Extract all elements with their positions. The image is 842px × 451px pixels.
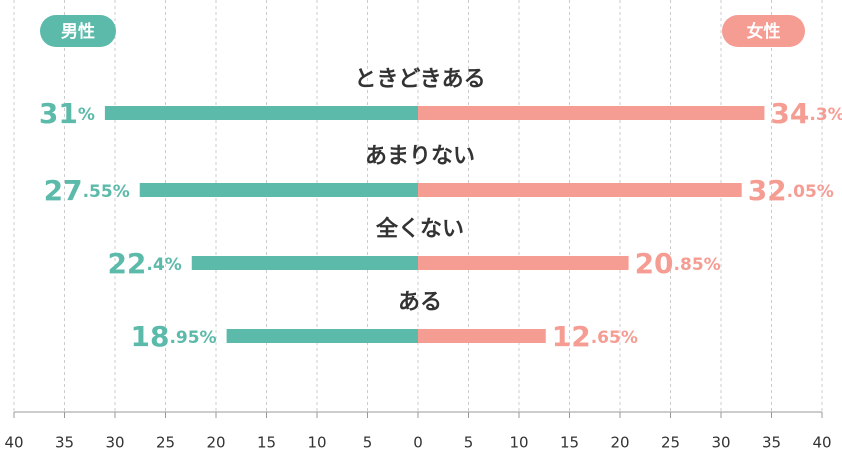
category-label: 全くない [375,216,464,242]
bar [226,329,418,343]
x-tick-label: 5 [363,434,373,451]
value-fraction: .95% [169,328,216,348]
value-integer: 22 [107,247,146,280]
value-fraction: .65% [591,328,638,348]
bar [104,106,419,120]
value-label: 31% [39,97,95,130]
legend-badge [40,15,116,47]
x-tick-label: 0 [413,434,423,451]
bar [139,183,418,197]
value-integer: 34 [770,97,809,130]
value-label: 22.4% [107,247,181,280]
bar [191,256,418,270]
x-tick-label: 30 [105,434,124,451]
value-label: 32.05% [748,174,834,207]
value-label: 34.3% [770,97,842,130]
x-tick-label: 35 [762,434,781,451]
value-integer: 12 [552,320,591,353]
bar [418,183,742,197]
legend-label: 女性 [747,21,781,42]
bar [418,256,629,270]
category-label: あまりない [365,144,475,169]
value-integer: 27 [44,174,83,207]
x-tick-label: 20 [206,434,225,451]
value-integer: 31 [39,97,78,130]
category-label: ときどきある [354,67,485,92]
x-tick-label: 10 [509,434,528,451]
value-fraction: .55% [83,182,130,202]
category-label: ある [398,290,442,315]
value-integer: 32 [748,174,787,207]
x-tick-label: 5 [464,434,474,451]
legend-badge [722,15,805,47]
x-tick-label: 40 [4,434,23,451]
value-integer: 18 [130,320,169,353]
value-fraction: .3% [809,105,842,125]
value-label: 12.65% [552,320,638,353]
x-tick-label: 30 [711,434,730,451]
value-fraction: .4% [146,255,181,275]
value-fraction: .05% [787,182,834,202]
value-label: 20.85% [635,247,721,280]
x-tick-label: 25 [156,434,175,451]
x-tick-label: 10 [307,434,326,451]
x-tick-label: 25 [661,434,680,451]
value-integer: 20 [635,247,674,280]
x-tick-label: 20 [610,434,629,451]
x-tick-label: 40 [812,434,831,451]
value-label: 18.95% [130,320,216,353]
value-fraction: % [78,105,95,125]
value-label: 27.55% [44,174,130,207]
bar [418,106,765,120]
legend-label: 男性 [61,21,95,42]
value-fraction: .85% [674,255,721,275]
x-tick-label: 35 [55,434,74,451]
x-tick-label: 15 [257,434,276,451]
x-tick-label: 15 [560,434,579,451]
bar [418,329,546,343]
